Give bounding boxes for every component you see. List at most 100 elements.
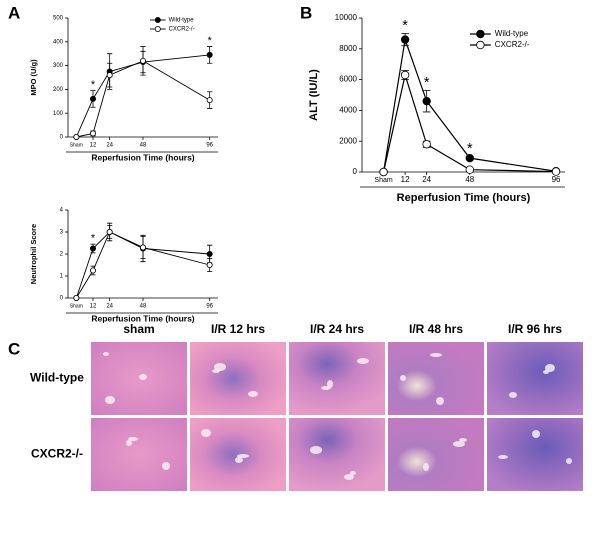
tissue-feature xyxy=(248,391,258,397)
x-tick-label: 96 xyxy=(206,304,213,310)
tissue-feature xyxy=(126,440,132,446)
y-axis-label: Neutrophil Score xyxy=(29,224,38,284)
column-header: sham xyxy=(123,322,154,336)
tissue-feature xyxy=(459,438,467,442)
data-point xyxy=(90,95,97,102)
column-header: I/R 48 hrs xyxy=(409,322,463,336)
tissue-feature xyxy=(532,430,540,438)
x-axis-label: Reperfusion Time (hours) xyxy=(91,313,194,323)
significance-mark: * xyxy=(424,75,430,91)
tissue-feature xyxy=(235,457,243,463)
x-tick-label: 12 xyxy=(90,304,97,310)
column-header: I/R 24 hrs xyxy=(310,322,364,336)
data-point xyxy=(73,133,80,140)
y-tick-label: 500 xyxy=(53,16,64,22)
tissue-feature xyxy=(357,358,369,364)
y-tick-label: 0 xyxy=(60,135,64,141)
panel-label: A xyxy=(8,3,20,22)
tissue-feature xyxy=(498,455,508,459)
histology-image xyxy=(91,418,187,491)
tissue-feature xyxy=(423,463,429,471)
histology-image xyxy=(388,418,484,491)
tissue-feature xyxy=(509,392,517,398)
y-tick-label: 1 xyxy=(60,274,64,280)
tissue-feature xyxy=(105,396,115,404)
y-tick-label: 0 xyxy=(353,167,358,176)
significance-mark: * xyxy=(467,141,473,157)
x-tick-label: 96 xyxy=(552,175,561,184)
tissue-feature xyxy=(201,429,211,437)
y-tick-label: 6000 xyxy=(339,75,357,84)
y-tick-label: 300 xyxy=(53,63,64,69)
significance-mark: * xyxy=(91,233,96,245)
legend-label: CXCR2-/- xyxy=(169,27,195,33)
tissue-feature xyxy=(237,454,249,458)
legend-label: Wild-type xyxy=(495,29,529,38)
y-tick-label: 2000 xyxy=(339,136,357,145)
significance-mark: * xyxy=(91,79,96,91)
x-tick-label: 24 xyxy=(106,304,113,310)
x-tick-label: Sham xyxy=(374,177,392,184)
panel-label: C xyxy=(8,339,20,358)
data-point xyxy=(90,130,97,137)
tissue-feature xyxy=(327,380,333,388)
tissue-feature xyxy=(430,353,442,357)
data-point xyxy=(106,72,113,79)
data-point xyxy=(465,153,474,163)
tissue-feature xyxy=(350,471,356,475)
histology-image xyxy=(190,342,286,415)
y-axis-label: MPO (U/g) xyxy=(29,59,38,96)
data-point xyxy=(139,57,146,64)
x-tick-label: Sham xyxy=(70,142,83,148)
tissue-feature xyxy=(453,441,465,447)
legend-marker xyxy=(476,29,485,39)
data-point xyxy=(106,228,113,235)
row-header: CXCR2-/- xyxy=(31,447,83,461)
data-point xyxy=(551,167,561,176)
data-point xyxy=(90,245,97,252)
data-point xyxy=(206,261,213,268)
y-tick-label: 3 xyxy=(60,230,64,236)
x-tick-label: 24 xyxy=(422,175,431,184)
data-point xyxy=(400,70,410,80)
y-tick-label: 100 xyxy=(53,111,64,117)
row-header: Wild-type xyxy=(30,371,84,385)
tissue-feature xyxy=(214,363,226,371)
x-tick-label: 96 xyxy=(206,143,213,149)
x-axis-label: Reperfusion Time (hours) xyxy=(91,152,194,162)
data-point xyxy=(379,167,388,177)
tissue-feature xyxy=(162,462,170,470)
data-point xyxy=(73,294,80,301)
legend-marker xyxy=(154,16,161,23)
histology-image xyxy=(289,418,385,491)
data-point xyxy=(422,96,431,106)
legend-marker xyxy=(476,40,485,50)
tissue-feature xyxy=(344,474,354,480)
y-tick-label: 2 xyxy=(60,252,64,258)
legend-label: CXCR2-/- xyxy=(495,40,530,49)
data-point xyxy=(206,250,213,257)
data-point xyxy=(206,97,213,104)
y-tick-label: 200 xyxy=(53,87,64,93)
y-tick-label: 8000 xyxy=(339,44,357,53)
x-tick-label: 48 xyxy=(465,175,474,184)
histology-image xyxy=(487,342,583,415)
x-tick-label: 12 xyxy=(90,143,97,149)
significance-mark: * xyxy=(208,35,213,47)
tissue-feature xyxy=(400,375,406,381)
x-tick-label: 48 xyxy=(140,143,147,149)
tissue-feature xyxy=(545,364,555,372)
y-tick-label: 4 xyxy=(60,208,64,214)
data-point xyxy=(206,51,213,58)
y-tick-label: 0 xyxy=(60,296,64,302)
tissue-feature xyxy=(436,397,444,405)
y-tick-label: 400 xyxy=(53,39,64,45)
column-header: I/R 12 hrs xyxy=(211,322,265,336)
legend-label: Wild-type xyxy=(169,18,195,24)
tissue-feature xyxy=(566,458,572,464)
data-point xyxy=(465,165,474,174)
x-tick-label: 24 xyxy=(106,143,113,149)
significance-mark: * xyxy=(402,18,408,34)
panel-label: B xyxy=(300,3,312,22)
